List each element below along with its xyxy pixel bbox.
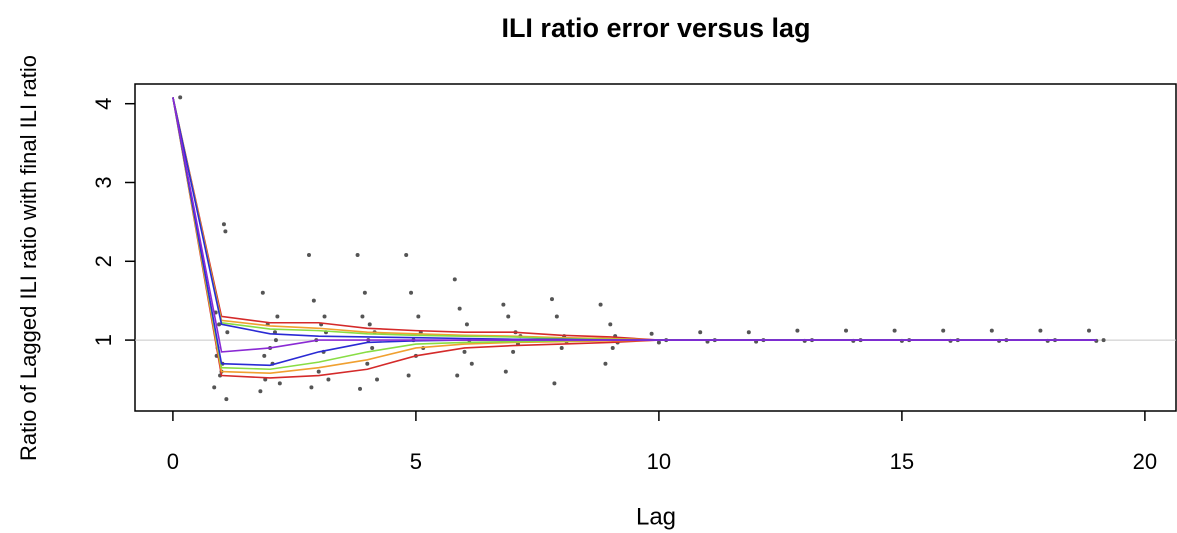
data-point — [559, 345, 564, 350]
data-point — [360, 314, 365, 319]
quantile-line — [172, 97, 1097, 341]
data-point — [989, 328, 994, 333]
data-point — [309, 385, 314, 390]
data-point — [455, 373, 460, 378]
quantile-line — [172, 97, 1097, 353]
data-point — [698, 330, 703, 335]
data-point — [221, 222, 226, 227]
data-point — [416, 314, 421, 319]
data-point — [355, 252, 360, 257]
data-point — [178, 95, 183, 100]
data-point — [212, 385, 217, 390]
data-point — [598, 302, 603, 307]
plot-frame — [134, 83, 1177, 412]
data-point — [892, 328, 897, 333]
data-point — [462, 349, 467, 354]
x-tick-label: 10 — [647, 449, 671, 474]
data-point — [273, 338, 278, 343]
quantile-line — [172, 97, 1097, 341]
quantile-line — [172, 97, 1097, 341]
data-point — [322, 314, 327, 319]
data-point — [746, 330, 751, 335]
data-point — [316, 369, 321, 374]
data-point — [603, 361, 608, 366]
data-point — [506, 314, 511, 319]
data-point — [452, 277, 457, 282]
data-point — [656, 340, 661, 345]
data-point — [224, 397, 229, 402]
data-point — [217, 322, 222, 327]
data-point — [608, 322, 613, 327]
data-point — [549, 297, 554, 302]
data-point — [1101, 338, 1106, 343]
data-point — [375, 377, 380, 382]
data-point — [552, 381, 557, 386]
data-point — [406, 373, 411, 378]
data-point — [404, 252, 409, 257]
data-point — [260, 290, 265, 295]
data-point — [275, 314, 280, 319]
chart-title: ILI ratio error versus lag — [501, 13, 810, 43]
data-point — [501, 302, 506, 307]
x-tick-label: 0 — [167, 449, 179, 474]
data-point — [362, 290, 367, 295]
y-tick-label: 1 — [91, 334, 116, 346]
data-point — [306, 252, 311, 257]
data-point — [795, 328, 800, 333]
data-point — [277, 381, 282, 386]
x-axis-label: Lag — [636, 503, 676, 530]
data-point — [610, 345, 615, 350]
y-tick-label: 3 — [91, 176, 116, 188]
data-point — [223, 229, 228, 234]
data-point — [649, 331, 654, 336]
y-axis-label: Ratio of Lagged ILI ratio with final ILI… — [16, 55, 41, 461]
data-point — [258, 389, 263, 394]
data-point — [358, 386, 363, 391]
data-point — [326, 377, 331, 382]
data-point — [469, 361, 474, 366]
data-point — [262, 353, 267, 358]
y-tick-label: 4 — [91, 98, 116, 110]
x-tick-label: 20 — [1133, 449, 1157, 474]
x-tick-label: 5 — [410, 449, 422, 474]
quantile-line — [172, 97, 1097, 374]
data-point — [409, 290, 414, 295]
x-tick-label: 15 — [890, 449, 914, 474]
data-point — [1087, 328, 1092, 333]
data-point — [844, 328, 849, 333]
data-point — [1038, 328, 1043, 333]
data-point — [370, 345, 375, 350]
data-point — [503, 369, 508, 374]
data-point — [367, 322, 372, 327]
data-point — [464, 322, 469, 327]
data-point — [365, 361, 370, 366]
data-point — [311, 298, 316, 303]
quantile-line — [172, 97, 1097, 341]
data-point — [225, 330, 230, 335]
y-tick-label: 2 — [91, 255, 116, 267]
quantile-line — [172, 97, 1097, 367]
data-point — [554, 314, 559, 319]
data-point — [941, 328, 946, 333]
data-point — [511, 349, 516, 354]
data-point — [457, 306, 462, 311]
